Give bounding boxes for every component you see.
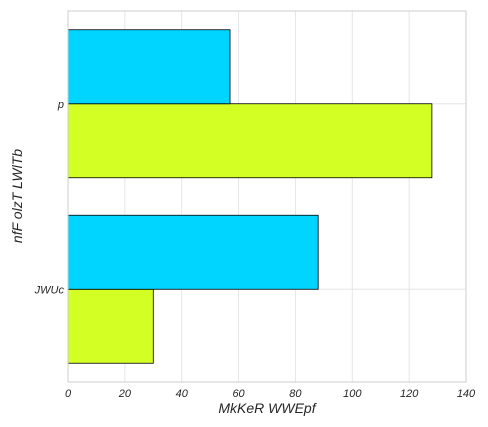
- x-axis-title: MkKeR WWEpf: [218, 400, 317, 416]
- y-axis-ticks: JWUc p: [34, 99, 65, 297]
- bar-series1-jwuc: [67, 288, 154, 364]
- bar-series1-p: [67, 103, 433, 179]
- x-tick-label: 140: [457, 388, 476, 400]
- x-tick-label: 20: [118, 388, 132, 400]
- x-tick-label: 40: [176, 388, 189, 400]
- bar-series2-jwuc: [67, 214, 319, 290]
- x-tick-label: 80: [289, 388, 302, 400]
- x-tick-label: 100: [343, 388, 362, 400]
- bars-layer: [67, 29, 433, 364]
- y-tick-label: p: [57, 99, 64, 111]
- x-axis-ticks: 0 20 40 60 80 100 120 140: [65, 388, 476, 400]
- bar-series2-p: [67, 29, 231, 105]
- y-tick-label: JWUc: [34, 284, 65, 296]
- x-tick-label: 0: [65, 388, 72, 400]
- y-axis-title: nfF olzT LWlTb: [9, 149, 25, 243]
- plot-frame: [67, 10, 467, 383]
- x-tick-label: 60: [232, 388, 245, 400]
- x-tick-label: 120: [400, 388, 419, 400]
